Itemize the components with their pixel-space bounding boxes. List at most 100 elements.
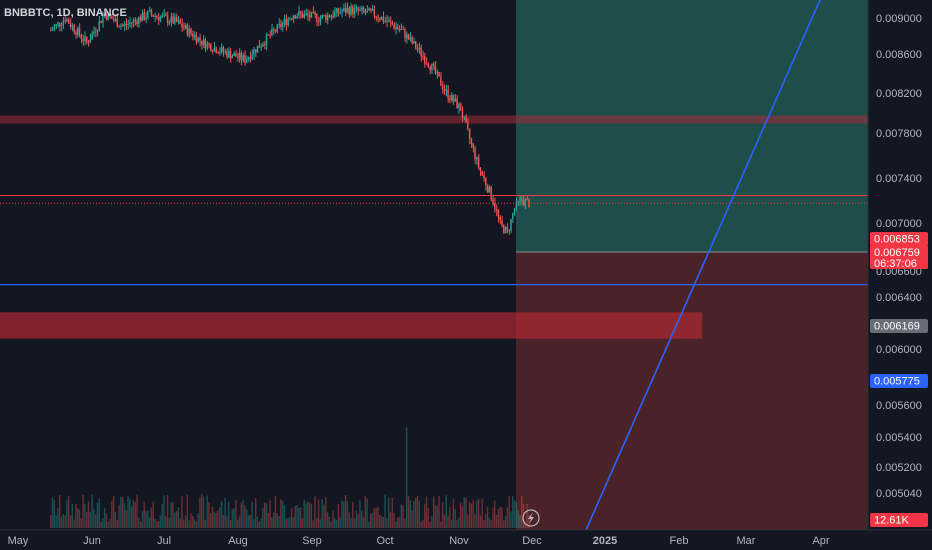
- lightning-icon[interactable]: [522, 509, 540, 527]
- candle-body: [267, 34, 269, 36]
- volume-bar: [289, 517, 291, 528]
- candle-body: [526, 199, 528, 201]
- candle-body: [204, 39, 207, 49]
- volume-bar: [420, 521, 422, 528]
- volume-bar: [416, 495, 419, 528]
- volume-bar: [156, 521, 158, 528]
- volume-bar: [123, 503, 126, 528]
- volume-bar: [364, 495, 367, 528]
- volume-bar: [287, 517, 289, 528]
- candle-body: [317, 21, 320, 23]
- volume-bar: [290, 508, 293, 528]
- candle-body: [377, 17, 379, 19]
- volume-bar: [73, 519, 75, 528]
- blue-level-tag: 0.005775: [874, 376, 920, 388]
- candle-body: [217, 52, 219, 54]
- candle-body: [132, 19, 135, 23]
- volume-bar: [85, 511, 88, 528]
- volume-bar: [181, 496, 183, 528]
- candle-body: [163, 14, 165, 16]
- lightning-icon-bolt: [528, 512, 534, 524]
- volume-bar: [391, 497, 394, 528]
- volume-bar: [166, 494, 169, 528]
- volume-bar: [218, 507, 221, 528]
- candle-body: [497, 210, 500, 217]
- volume-bar: [242, 499, 244, 528]
- volume-bar: [303, 499, 305, 528]
- candle-body: [272, 29, 275, 31]
- candle-body: [89, 39, 91, 43]
- volume-bar: [253, 519, 255, 528]
- candle-body: [76, 27, 79, 35]
- volume-bar: [84, 504, 86, 528]
- y-tick-label: 0.006000: [876, 344, 922, 356]
- candle-body: [470, 139, 473, 144]
- volume-bar: [458, 517, 460, 528]
- candle-body: [411, 37, 413, 44]
- volume-bar: [377, 506, 379, 528]
- volume-bar: [78, 509, 81, 528]
- candle-body: [57, 22, 59, 25]
- volume-bar: [519, 515, 521, 528]
- volume-bar: [414, 497, 417, 528]
- candle-body: [166, 15, 169, 24]
- volume-bar: [192, 515, 194, 528]
- candle-body: [218, 52, 221, 54]
- candle-body: [87, 42, 90, 44]
- candle-body: [382, 17, 385, 22]
- candle-body: [244, 55, 246, 63]
- volume-bar: [211, 507, 214, 528]
- volume-bar: [485, 514, 487, 528]
- volume-bar: [161, 504, 163, 528]
- candle-body: [339, 12, 341, 14]
- volume-bar: [58, 494, 61, 528]
- candle-body: [75, 31, 77, 35]
- volume-bar: [64, 515, 66, 528]
- volume-bar: [418, 500, 420, 528]
- candle-body: [222, 47, 225, 53]
- volume-bar: [215, 512, 217, 528]
- candle-body: [111, 16, 113, 20]
- volume-bar: [413, 500, 415, 528]
- volume-bar: [210, 512, 212, 528]
- candle-body: [210, 44, 212, 51]
- candle-body: [177, 20, 180, 22]
- volume-tag: 12.61K: [874, 515, 910, 527]
- volume-bar: [422, 519, 424, 528]
- volume-bar: [240, 502, 242, 528]
- candle-body: [361, 7, 363, 10]
- volume-bar: [454, 508, 456, 528]
- candle-body: [127, 23, 129, 26]
- candle-body: [129, 22, 131, 24]
- candle-body: [400, 28, 402, 30]
- candle-body: [125, 23, 127, 26]
- candle-body: [278, 23, 280, 25]
- volume-bar: [402, 504, 404, 528]
- volume-bar: [305, 503, 307, 528]
- volume-bar: [316, 518, 318, 528]
- volume-bar: [229, 520, 232, 528]
- volume-bar: [468, 502, 471, 528]
- candle-body: [82, 38, 84, 41]
- candle-body: [359, 9, 361, 11]
- volume-bar: [370, 513, 372, 528]
- y-tick-label: 0.008200: [876, 88, 922, 100]
- candle-body: [121, 25, 124, 27]
- candle-body: [235, 53, 237, 57]
- volume-bar: [256, 516, 259, 528]
- volume-bar: [94, 514, 97, 528]
- candle-body: [298, 11, 300, 17]
- volume-bar: [294, 505, 296, 528]
- volume-bar: [449, 506, 451, 528]
- candle-body: [283, 18, 286, 24]
- volume-bar: [366, 498, 368, 528]
- volume-bar: [143, 501, 145, 528]
- volume-bar: [521, 496, 523, 528]
- volume-bar: [477, 498, 480, 528]
- volume-bar: [100, 521, 102, 528]
- volume-bar: [355, 510, 358, 528]
- candle-body: [190, 28, 192, 34]
- candle-body: [305, 13, 307, 15]
